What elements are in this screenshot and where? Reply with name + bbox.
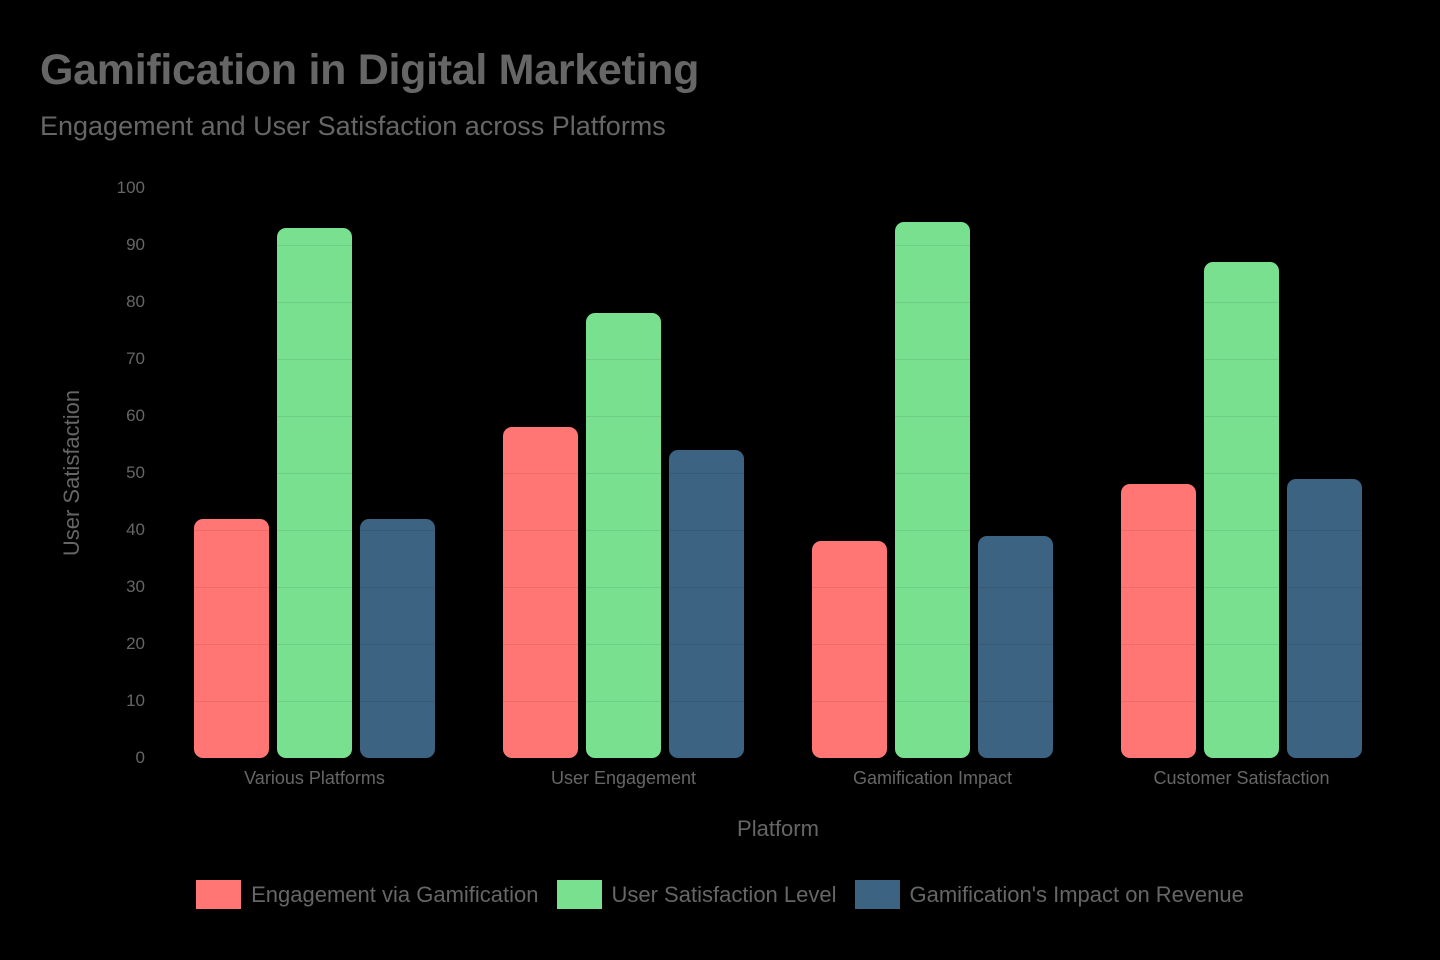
gridline	[160, 473, 1396, 474]
gridline	[160, 701, 1396, 702]
legend: Engagement via Gamification User Satisfac…	[0, 880, 1440, 909]
y-tick-label: 20	[126, 634, 145, 653]
x-tick-label: User Engagement	[550, 768, 697, 788]
legend-swatch-icon	[556, 880, 602, 909]
legend-swatch-icon	[854, 880, 900, 909]
bar[interactable]	[978, 535, 1053, 758]
y-tick-label: 90	[126, 235, 145, 254]
gridline	[160, 359, 1396, 360]
plot-area	[160, 188, 1396, 758]
legend-label: User Satisfaction Level	[611, 881, 837, 907]
bar[interactable]	[1121, 484, 1196, 758]
legend-item[interactable]: User Satisfaction Level	[556, 880, 837, 909]
gridline	[160, 245, 1396, 246]
bar[interactable]	[586, 313, 661, 758]
bar[interactable]	[194, 518, 269, 758]
bar[interactable]	[360, 518, 435, 758]
bar[interactable]	[812, 541, 887, 758]
legend-item[interactable]: Engagement via Gamification	[196, 880, 539, 909]
x-tick-label: Various Platforms	[244, 768, 385, 788]
gridline	[160, 644, 1396, 645]
y-tick-label: 80	[126, 292, 145, 311]
x-axis-label: Platform	[737, 816, 819, 841]
y-tick-label: 70	[126, 349, 145, 368]
bar[interactable]	[895, 222, 970, 758]
y-tick-label: 30	[126, 577, 145, 596]
bar[interactable]	[503, 427, 578, 758]
y-tick-label: 50	[126, 463, 145, 482]
y-tick-label: 0	[135, 748, 145, 767]
bar[interactable]	[1204, 262, 1279, 758]
chart-subtitle: Engagement and User Satisfaction across …	[40, 111, 666, 141]
x-tick-label: Gamification Impact	[852, 768, 1013, 788]
x-tick-label: Customer Satisfaction	[1153, 768, 1330, 788]
legend-label: Engagement via Gamification	[251, 881, 539, 907]
bar[interactable]	[669, 450, 744, 758]
bar[interactable]	[277, 227, 352, 758]
gridline	[160, 530, 1396, 531]
legend-label: Gamification's Impact on Revenue	[909, 881, 1244, 907]
y-tick-label: 10	[126, 691, 145, 710]
gridline	[160, 302, 1396, 303]
y-tick-label: 100	[116, 178, 145, 197]
y-tick-label: 60	[126, 406, 145, 425]
gridline	[160, 416, 1396, 417]
legend-item[interactable]: Gamification's Impact on Revenue	[854, 880, 1244, 909]
legend-swatch-icon	[196, 880, 242, 909]
y-tick-label: 40	[126, 520, 145, 539]
y-axis-label: User Satisfaction	[59, 389, 84, 557]
bar[interactable]	[1287, 478, 1362, 758]
gridline	[160, 587, 1396, 588]
chart-title: Gamification in Digital Marketing	[40, 46, 700, 94]
